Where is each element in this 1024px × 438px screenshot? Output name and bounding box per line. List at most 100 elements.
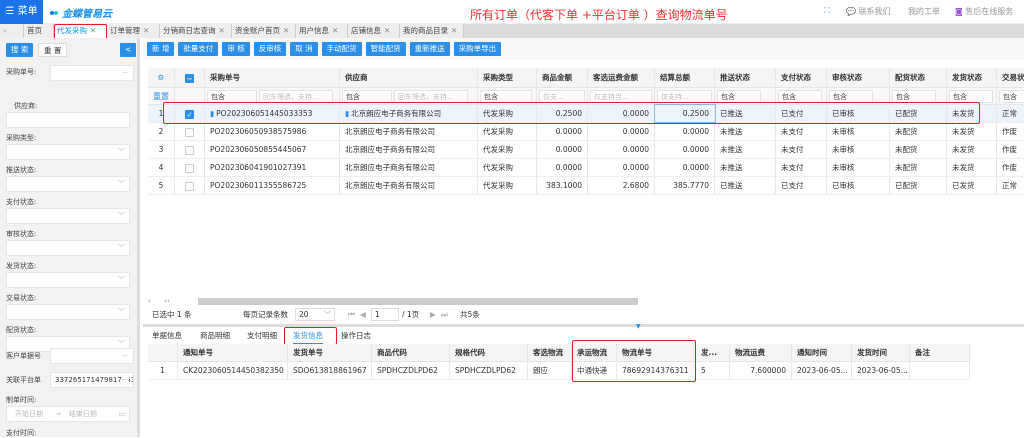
filter-input-4[interactable]: ﹀ <box>6 208 130 224</box>
filter-input-6[interactable]: ﹀ <box>6 272 130 288</box>
page-input[interactable]: 1 <box>371 308 399 321</box>
close-icon[interactable]: ✕ <box>143 26 150 35</box>
after-sales-link[interactable]: ◙ 售后在线服务 <box>955 6 1013 17</box>
row-checkbox[interactable] <box>175 123 205 140</box>
filter-input-1[interactable] <box>6 112 130 128</box>
tab-7[interactable]: 我的商品目录 ✕ <box>400 24 464 38</box>
filter-input-2[interactable]: ﹀ <box>6 144 130 160</box>
search-button[interactable]: 搜 索 <box>6 43 34 57</box>
row-checkbox[interactable] <box>175 177 205 194</box>
detail-tab-3[interactable]: 发货信息 <box>293 329 323 344</box>
reset-button[interactable]: 重 置 <box>38 43 68 57</box>
scrollbar-thumb[interactable] <box>198 298 638 305</box>
row-checkbox[interactable]: ✓ <box>175 105 205 122</box>
menu-button[interactable]: ☰ 菜单 <box>0 0 43 24</box>
shipment-row[interactable]: 1 CK2023060514450382350 SDO613818861967 SPD… <box>148 362 970 380</box>
detail-tab-2[interactable]: 支付明细 <box>247 331 277 340</box>
my-tickets-link[interactable]: 我的工单 <box>908 7 940 16</box>
next-page-icon[interactable]: ▶ <box>430 310 436 319</box>
contact-us-link[interactable]: 💬 联系我们 <box>846 7 891 16</box>
shipment-cell: 1 <box>148 362 178 379</box>
table-row[interactable]: 1 ✓ ▮ PO202306051445033353 ▮ 北京朗应电子商务有限公司 代发采购… <box>148 104 1024 123</box>
select-all-checkbox[interactable]: − <box>175 68 205 87</box>
filter-input-7[interactable]: ﹀ <box>6 304 130 320</box>
cell-供应商: 北京朗应电子商务有限公司 <box>340 177 478 194</box>
chevron-down-icon[interactable]: ﹀ <box>118 148 125 156</box>
cell-text: 未配货 <box>895 127 918 136</box>
toolbar-button-7[interactable]: 重新推送 <box>409 42 450 56</box>
tab-0[interactable]: 首页 <box>24 24 54 38</box>
chevron-down-icon[interactable]: ﹀ <box>118 212 125 220</box>
last-page-icon[interactable]: ⏭ <box>441 310 448 319</box>
page-size-select[interactable]: 20 ﹀ <box>295 308 335 321</box>
tab-6[interactable]: 店铺信息 ✕ <box>348 24 400 38</box>
toolbar-button-6[interactable]: 智能配货 <box>365 42 406 56</box>
scroll-arrows-icon[interactable]: ‹ ›‹ <box>148 297 170 305</box>
filter-input-0[interactable]: ··· <box>50 65 134 81</box>
splitter[interactable]: ▼ <box>143 323 1024 330</box>
reset-filter-link[interactable]: 重置 <box>148 88 175 104</box>
detail-tab-1[interactable]: 商品明细 <box>200 331 230 340</box>
detail-tab-4[interactable]: 操作日志 <box>341 331 371 340</box>
toolbar-button-2[interactable]: 审 核 <box>222 42 250 56</box>
toolbar-button-3[interactable]: 反审核 <box>253 42 287 56</box>
more-icon[interactable]: ··· <box>122 69 129 77</box>
tab-search-icon[interactable]: ⌕ <box>0 24 24 38</box>
contains-select[interactable]: 包含 <box>892 90 936 103</box>
filter-empty <box>175 88 205 104</box>
table-row[interactable]: 4 PO202306041901027391 北京朗应电子商务有限公司 代发采购 0.0… <box>148 159 1024 177</box>
filter-input-3[interactable]: ﹀ <box>6 176 130 192</box>
first-page-icon[interactable]: ⏮ <box>348 310 355 319</box>
toolbar-button-1[interactable]: 批量支付 <box>178 42 219 56</box>
select-all-checkbox-box[interactable]: − <box>185 73 194 83</box>
detail-tab-0[interactable]: 单据信息 <box>152 331 182 340</box>
table-row[interactable]: 5 PO202306011355586725 北京朗应电子商务有限公司 代发采购 383… <box>148 177 1024 195</box>
calendar-icon[interactable]: ▭ <box>118 410 125 418</box>
close-icon[interactable]: ✕ <box>218 26 225 35</box>
column-filter: 包含 <box>890 88 947 104</box>
start-date[interactable]: 开始日期 <box>15 410 43 418</box>
close-icon[interactable]: ✕ <box>384 26 391 35</box>
chevron-down-icon[interactable]: ﹀ <box>118 340 125 348</box>
settings-icon[interactable]: ⚙ <box>148 68 175 87</box>
close-icon[interactable]: ✕ <box>451 26 458 35</box>
row-checkbox[interactable] <box>175 141 205 158</box>
toolbar-button-5[interactable]: 手动配货 <box>321 42 362 56</box>
chevron-down-icon[interactable]: ﹀ <box>118 244 125 252</box>
contains-select[interactable]: 包含 <box>999 90 1024 103</box>
toolbar-button-0[interactable]: 新 增 <box>147 42 175 56</box>
more-icon[interactable]: ··· <box>122 352 129 360</box>
customer-no-input[interactable]: ··· <box>50 348 134 364</box>
close-icon[interactable]: ✕ <box>283 26 290 35</box>
checkbox[interactable] <box>185 163 194 173</box>
close-icon[interactable]: ✕ <box>90 26 97 35</box>
checkbox[interactable] <box>185 181 194 191</box>
prev-page-icon[interactable]: ◀ <box>360 310 366 319</box>
end-date[interactable]: 结束日期 <box>68 410 97 418</box>
tab-5[interactable]: 用户信息 ✕ <box>296 24 348 38</box>
checkbox[interactable]: ✓ <box>185 109 194 119</box>
checkbox[interactable] <box>185 127 194 137</box>
close-icon[interactable]: ✕ <box>332 26 339 35</box>
more-icon[interactable]: ··· <box>122 373 129 387</box>
chevron-down-icon[interactable]: ﹀ <box>118 180 125 188</box>
toolbar-button-8[interactable]: 采购单导出 <box>453 42 502 56</box>
table-row[interactable]: 2 PO202306050938575986 北京朗应电子商务有限公司 代发采购 0.0… <box>148 123 1024 141</box>
filter-input-5[interactable]: ﹀ <box>6 240 130 256</box>
collapse-arrow-icon[interactable]: ▼ <box>636 323 641 330</box>
platform-no-input[interactable]: 3372651714798175533 ··· <box>50 372 134 388</box>
horizontal-scrollbar[interactable]: ‹ ›‹ <box>148 297 1024 306</box>
collapse-sidebar-button[interactable]: < <box>120 43 137 57</box>
chevron-down-icon[interactable]: ﹀ <box>118 276 125 284</box>
tab-2[interactable]: 订单管理 ✕ <box>107 24 160 38</box>
checkbox[interactable] <box>185 145 194 155</box>
toolbar-button-4[interactable]: 取 消 <box>290 42 318 56</box>
fullscreen-icon[interactable]: ⛶ <box>824 6 830 15</box>
table-row[interactable]: 3 PO202306050855445067 北京朗应电子商务有限公司 代发采购 0.0… <box>148 141 1024 159</box>
tab-3[interactable]: 分销商日志查询 ✕ <box>160 24 232 38</box>
chevron-down-icon[interactable]: ﹀ <box>118 308 125 316</box>
row-checkbox[interactable] <box>175 159 205 176</box>
customer-no-label: 客户单据号 <box>6 352 41 360</box>
tab-4[interactable]: 资金账户首页 ✕ <box>232 24 296 38</box>
create-time-range[interactable]: 开始日期 → 结束日期 ▭ <box>6 406 130 422</box>
